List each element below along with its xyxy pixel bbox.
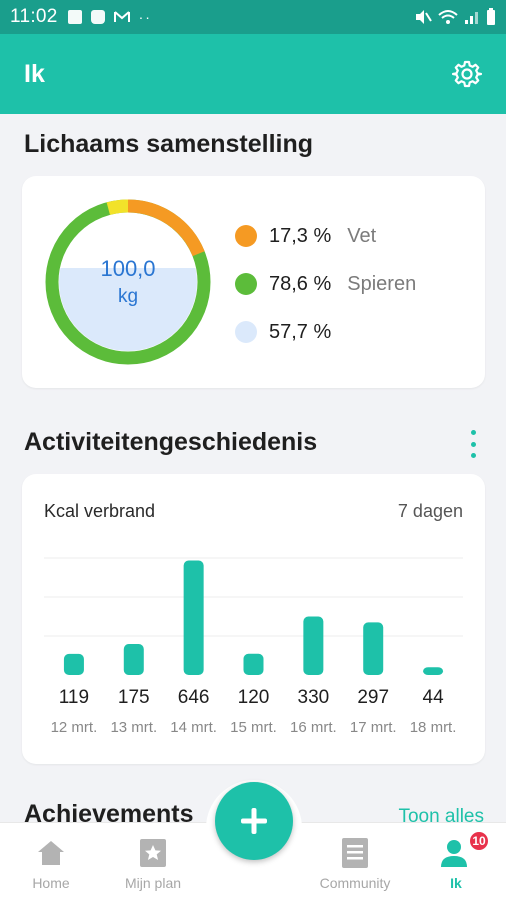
body-composition-title: Lichaams samenstelling [24,130,314,158]
add-button[interactable] [215,782,293,860]
more-notifications-icon: ·· [138,9,152,25]
status-bar: 11:02 ·· [0,0,506,34]
page-title: Ik [24,59,45,88]
bar-18 mrt. [423,667,444,675]
bar-date-label: 13 mrt. [110,719,157,736]
weight-unit: kg [117,286,139,307]
bar-value-label: 119 [59,687,89,708]
legend-water: 57,7 % [235,318,331,346]
muscle-label: Spieren [347,272,417,295]
bar-17 mrt. [363,622,384,675]
activity-title: Activiteitengeschiedenis [24,428,318,456]
bar-date-label: 15 mrt. [230,719,277,736]
star-icon [138,837,168,869]
gmail-icon [113,11,130,22]
bar-value-label: 297 [357,687,389,708]
shopping-bag-icon [90,10,105,24]
person-icon [441,837,471,869]
other-segment [106,199,129,215]
bar-date-label: 18 mrt. [410,719,457,736]
bar-date-label: 17 mrt. [350,719,397,736]
water-dot-icon [235,321,257,343]
bar-value-label: 646 [178,687,210,708]
bar-12 mrt. [63,653,84,675]
bar-16 mrt. [303,616,324,675]
status-time: 11:02 [10,6,58,27]
settings-button[interactable] [452,59,482,89]
bar-15 mrt. [243,653,264,675]
mute-icon [416,10,432,24]
signal-icon [465,12,478,24]
bar-value-label: 120 [238,687,270,708]
water-level-fill [59,268,197,351]
wifi-icon [438,10,458,24]
fat-label: Vet [347,224,377,247]
muscle-dot-icon [235,273,257,295]
plus-icon [241,808,267,834]
gallery-icon [67,10,82,24]
fat-percentage: 17,3 % [269,224,332,247]
nav-me-label: Ik [450,875,462,891]
nav-home[interactable]: Home [16,823,86,900]
kcal-bar-chart: 119 12 mrt. 175 13 mrt. 646 14 mrt. 120 15 mrt.… [44,557,463,736]
body-composition-card[interactable]: 100,0 kg 17,3 % Vet 78,6 % Spieren 57,7 … [22,176,485,388]
bar-date-label: 12 mrt. [51,719,98,736]
fat-segment [127,199,205,257]
bar-date-label: 14 mrt. [170,719,217,736]
home-icon [36,837,66,869]
legend-fat: 17,3 % Vet [235,222,376,250]
legend-muscle: 78,6 % Spieren [235,270,416,298]
bar-value-label: 44 [423,687,445,708]
bar-13 mrt. [123,643,144,675]
water-percentage: 57,7 % [269,320,332,343]
battery-icon [487,8,495,25]
bar-date-label: 16 mrt. [290,719,337,736]
composition-donut [45,199,211,365]
gear-icon [452,60,482,88]
nav-me[interactable]: Ik [426,823,486,900]
activity-card[interactable]: Kcal verbrand 7 dagen 119 12 mrt. 175 13 mr… [22,474,485,764]
nav-home-label: Home [32,875,70,891]
book-icon [340,837,370,869]
muscle-percentage: 78,6 % [269,272,332,295]
nav-my-plan[interactable]: Mijn plan [113,823,193,900]
nav-my-plan-label: Mijn plan [124,875,182,891]
bar-14 mrt. [183,560,204,675]
more-vert-icon[interactable] [466,430,480,458]
show-all-link[interactable]: Toon alles [398,806,484,827]
notification-badge: 10 [468,830,490,852]
nav-community-label: Community [319,875,391,891]
bar-value-label: 175 [118,687,150,708]
app-bar: Ik [0,34,506,114]
kcal-title: Kcal verbrand [44,501,156,521]
period-selector[interactable]: 7 dagen [397,501,463,521]
bar-value-label: 330 [298,687,330,708]
weight-value: 100,0 [100,256,156,281]
fat-dot-icon [235,225,257,247]
nav-community[interactable]: Community [310,823,400,900]
